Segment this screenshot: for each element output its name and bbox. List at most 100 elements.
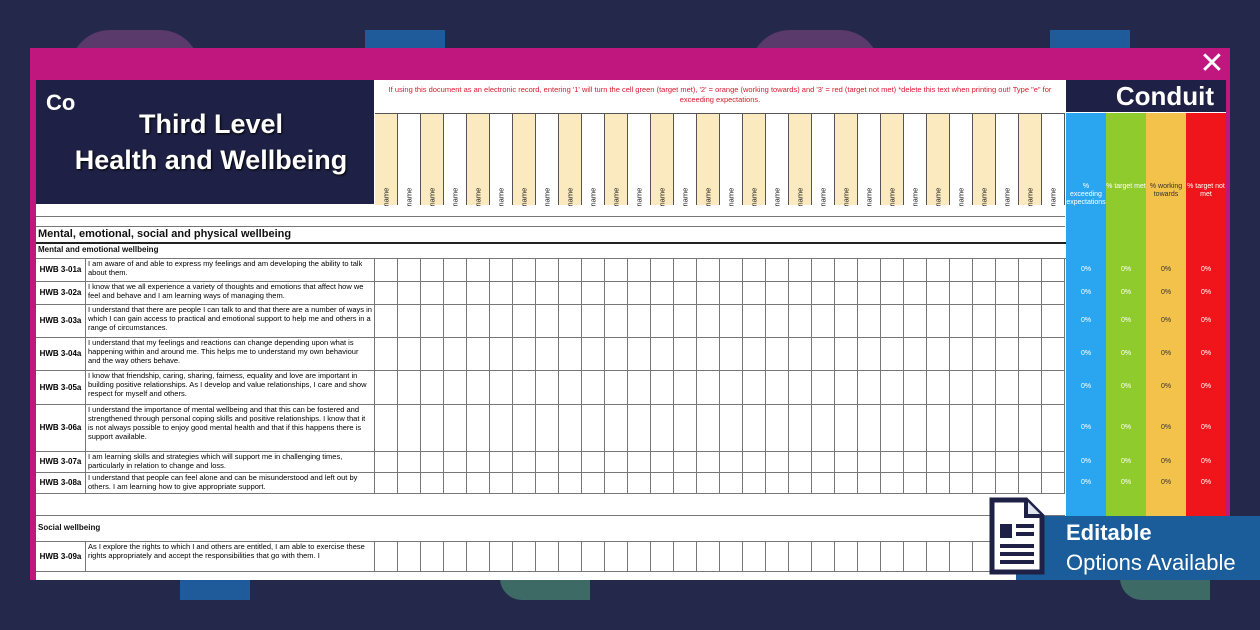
assessment-cell[interactable] — [904, 451, 927, 472]
assessment-cell[interactable] — [927, 404, 950, 451]
assessment-cell[interactable] — [927, 258, 950, 281]
assessment-cell[interactable] — [904, 337, 927, 370]
assessment-cell[interactable] — [628, 258, 651, 281]
assessment-cell[interactable] — [789, 404, 812, 451]
assessment-cell[interactable] — [513, 281, 536, 304]
assessment-cell[interactable] — [559, 541, 582, 571]
assessment-cell[interactable] — [559, 404, 582, 451]
assessment-cell[interactable] — [1019, 404, 1042, 451]
assessment-cell[interactable] — [490, 472, 513, 493]
assessment-cell[interactable] — [973, 472, 996, 493]
assessment-cell[interactable] — [812, 404, 835, 451]
assessment-cell[interactable] — [766, 304, 789, 337]
assessment-cell[interactable] — [996, 337, 1019, 370]
assessment-cell[interactable] — [789, 258, 812, 281]
assessment-cell[interactable] — [605, 304, 628, 337]
assessment-cell[interactable] — [674, 304, 697, 337]
assessment-cell[interactable] — [789, 337, 812, 370]
assessment-cell[interactable] — [996, 281, 1019, 304]
assessment-cell[interactable] — [605, 281, 628, 304]
assessment-cell[interactable] — [1019, 370, 1042, 404]
assessment-cell[interactable] — [421, 472, 444, 493]
assessment-cell[interactable] — [605, 258, 628, 281]
assessment-cell[interactable] — [743, 281, 766, 304]
assessment-cell[interactable] — [398, 472, 421, 493]
assessment-cell[interactable] — [904, 404, 927, 451]
assessment-cell[interactable] — [605, 370, 628, 404]
assessment-cell[interactable] — [398, 337, 421, 370]
assessment-cell[interactable] — [1042, 370, 1065, 404]
assessment-cell[interactable] — [881, 541, 904, 571]
assessment-cell[interactable] — [835, 258, 858, 281]
assessment-cell[interactable] — [375, 304, 398, 337]
assessment-cell[interactable] — [835, 451, 858, 472]
assessment-cell[interactable] — [743, 541, 766, 571]
name-column-header[interactable]: name — [651, 114, 674, 207]
assessment-cell[interactable] — [375, 337, 398, 370]
assessment-cell[interactable] — [467, 472, 490, 493]
assessment-cell[interactable] — [421, 541, 444, 571]
assessment-cell[interactable] — [375, 404, 398, 451]
assessment-cell[interactable] — [1019, 258, 1042, 281]
assessment-cell[interactable] — [421, 404, 444, 451]
assessment-cell[interactable] — [996, 472, 1019, 493]
assessment-cell[interactable] — [582, 281, 605, 304]
assessment-cell[interactable] — [743, 451, 766, 472]
assessment-cell[interactable] — [444, 370, 467, 404]
name-column-header[interactable]: name — [490, 114, 513, 207]
assessment-cell[interactable] — [536, 281, 559, 304]
assessment-cell[interactable] — [996, 258, 1019, 281]
assessment-cell[interactable] — [651, 281, 674, 304]
assessment-cell[interactable] — [697, 304, 720, 337]
assessment-cell[interactable] — [605, 337, 628, 370]
assessment-cell[interactable] — [467, 337, 490, 370]
name-column-header[interactable]: name — [1042, 114, 1065, 207]
assessment-cell[interactable] — [467, 304, 490, 337]
assessment-cell[interactable] — [444, 258, 467, 281]
assessment-cell[interactable] — [973, 281, 996, 304]
name-column-header[interactable]: name — [835, 114, 858, 207]
assessment-cell[interactable] — [1042, 281, 1065, 304]
assessment-cell[interactable] — [559, 337, 582, 370]
assessment-cell[interactable] — [467, 258, 490, 281]
assessment-cell[interactable] — [628, 304, 651, 337]
assessment-cell[interactable] — [858, 281, 881, 304]
assessment-cell[interactable] — [996, 451, 1019, 472]
assessment-cell[interactable] — [950, 304, 973, 337]
assessment-cell[interactable] — [858, 404, 881, 451]
assessment-cell[interactable] — [743, 337, 766, 370]
assessment-cell[interactable] — [559, 258, 582, 281]
assessment-cell[interactable] — [605, 451, 628, 472]
assessment-cell[interactable] — [398, 258, 421, 281]
assessment-cell[interactable] — [628, 370, 651, 404]
assessment-cell[interactable] — [973, 404, 996, 451]
assessment-cell[interactable] — [582, 472, 605, 493]
assessment-cell[interactable] — [812, 281, 835, 304]
assessment-cell[interactable] — [444, 281, 467, 304]
assessment-cell[interactable] — [628, 541, 651, 571]
assessment-cell[interactable] — [743, 472, 766, 493]
assessment-cell[interactable] — [628, 404, 651, 451]
assessment-cell[interactable] — [513, 258, 536, 281]
assessment-cell[interactable] — [720, 451, 743, 472]
assessment-cell[interactable] — [375, 472, 398, 493]
assessment-cell[interactable] — [490, 281, 513, 304]
assessment-cell[interactable] — [881, 258, 904, 281]
assessment-cell[interactable] — [421, 258, 444, 281]
assessment-cell[interactable] — [697, 472, 720, 493]
assessment-cell[interactable] — [904, 370, 927, 404]
assessment-cell[interactable] — [398, 404, 421, 451]
assessment-cell[interactable] — [467, 370, 490, 404]
assessment-cell[interactable] — [674, 281, 697, 304]
assessment-cell[interactable] — [1042, 472, 1065, 493]
assessment-cell[interactable] — [789, 541, 812, 571]
assessment-cell[interactable] — [743, 258, 766, 281]
assessment-cell[interactable] — [1042, 304, 1065, 337]
assessment-cell[interactable] — [375, 451, 398, 472]
assessment-cell[interactable] — [697, 281, 720, 304]
assessment-cell[interactable] — [858, 541, 881, 571]
assessment-cell[interactable] — [536, 404, 559, 451]
assessment-cell[interactable] — [766, 541, 789, 571]
assessment-cell[interactable] — [628, 337, 651, 370]
name-column-header[interactable]: name — [904, 114, 927, 207]
